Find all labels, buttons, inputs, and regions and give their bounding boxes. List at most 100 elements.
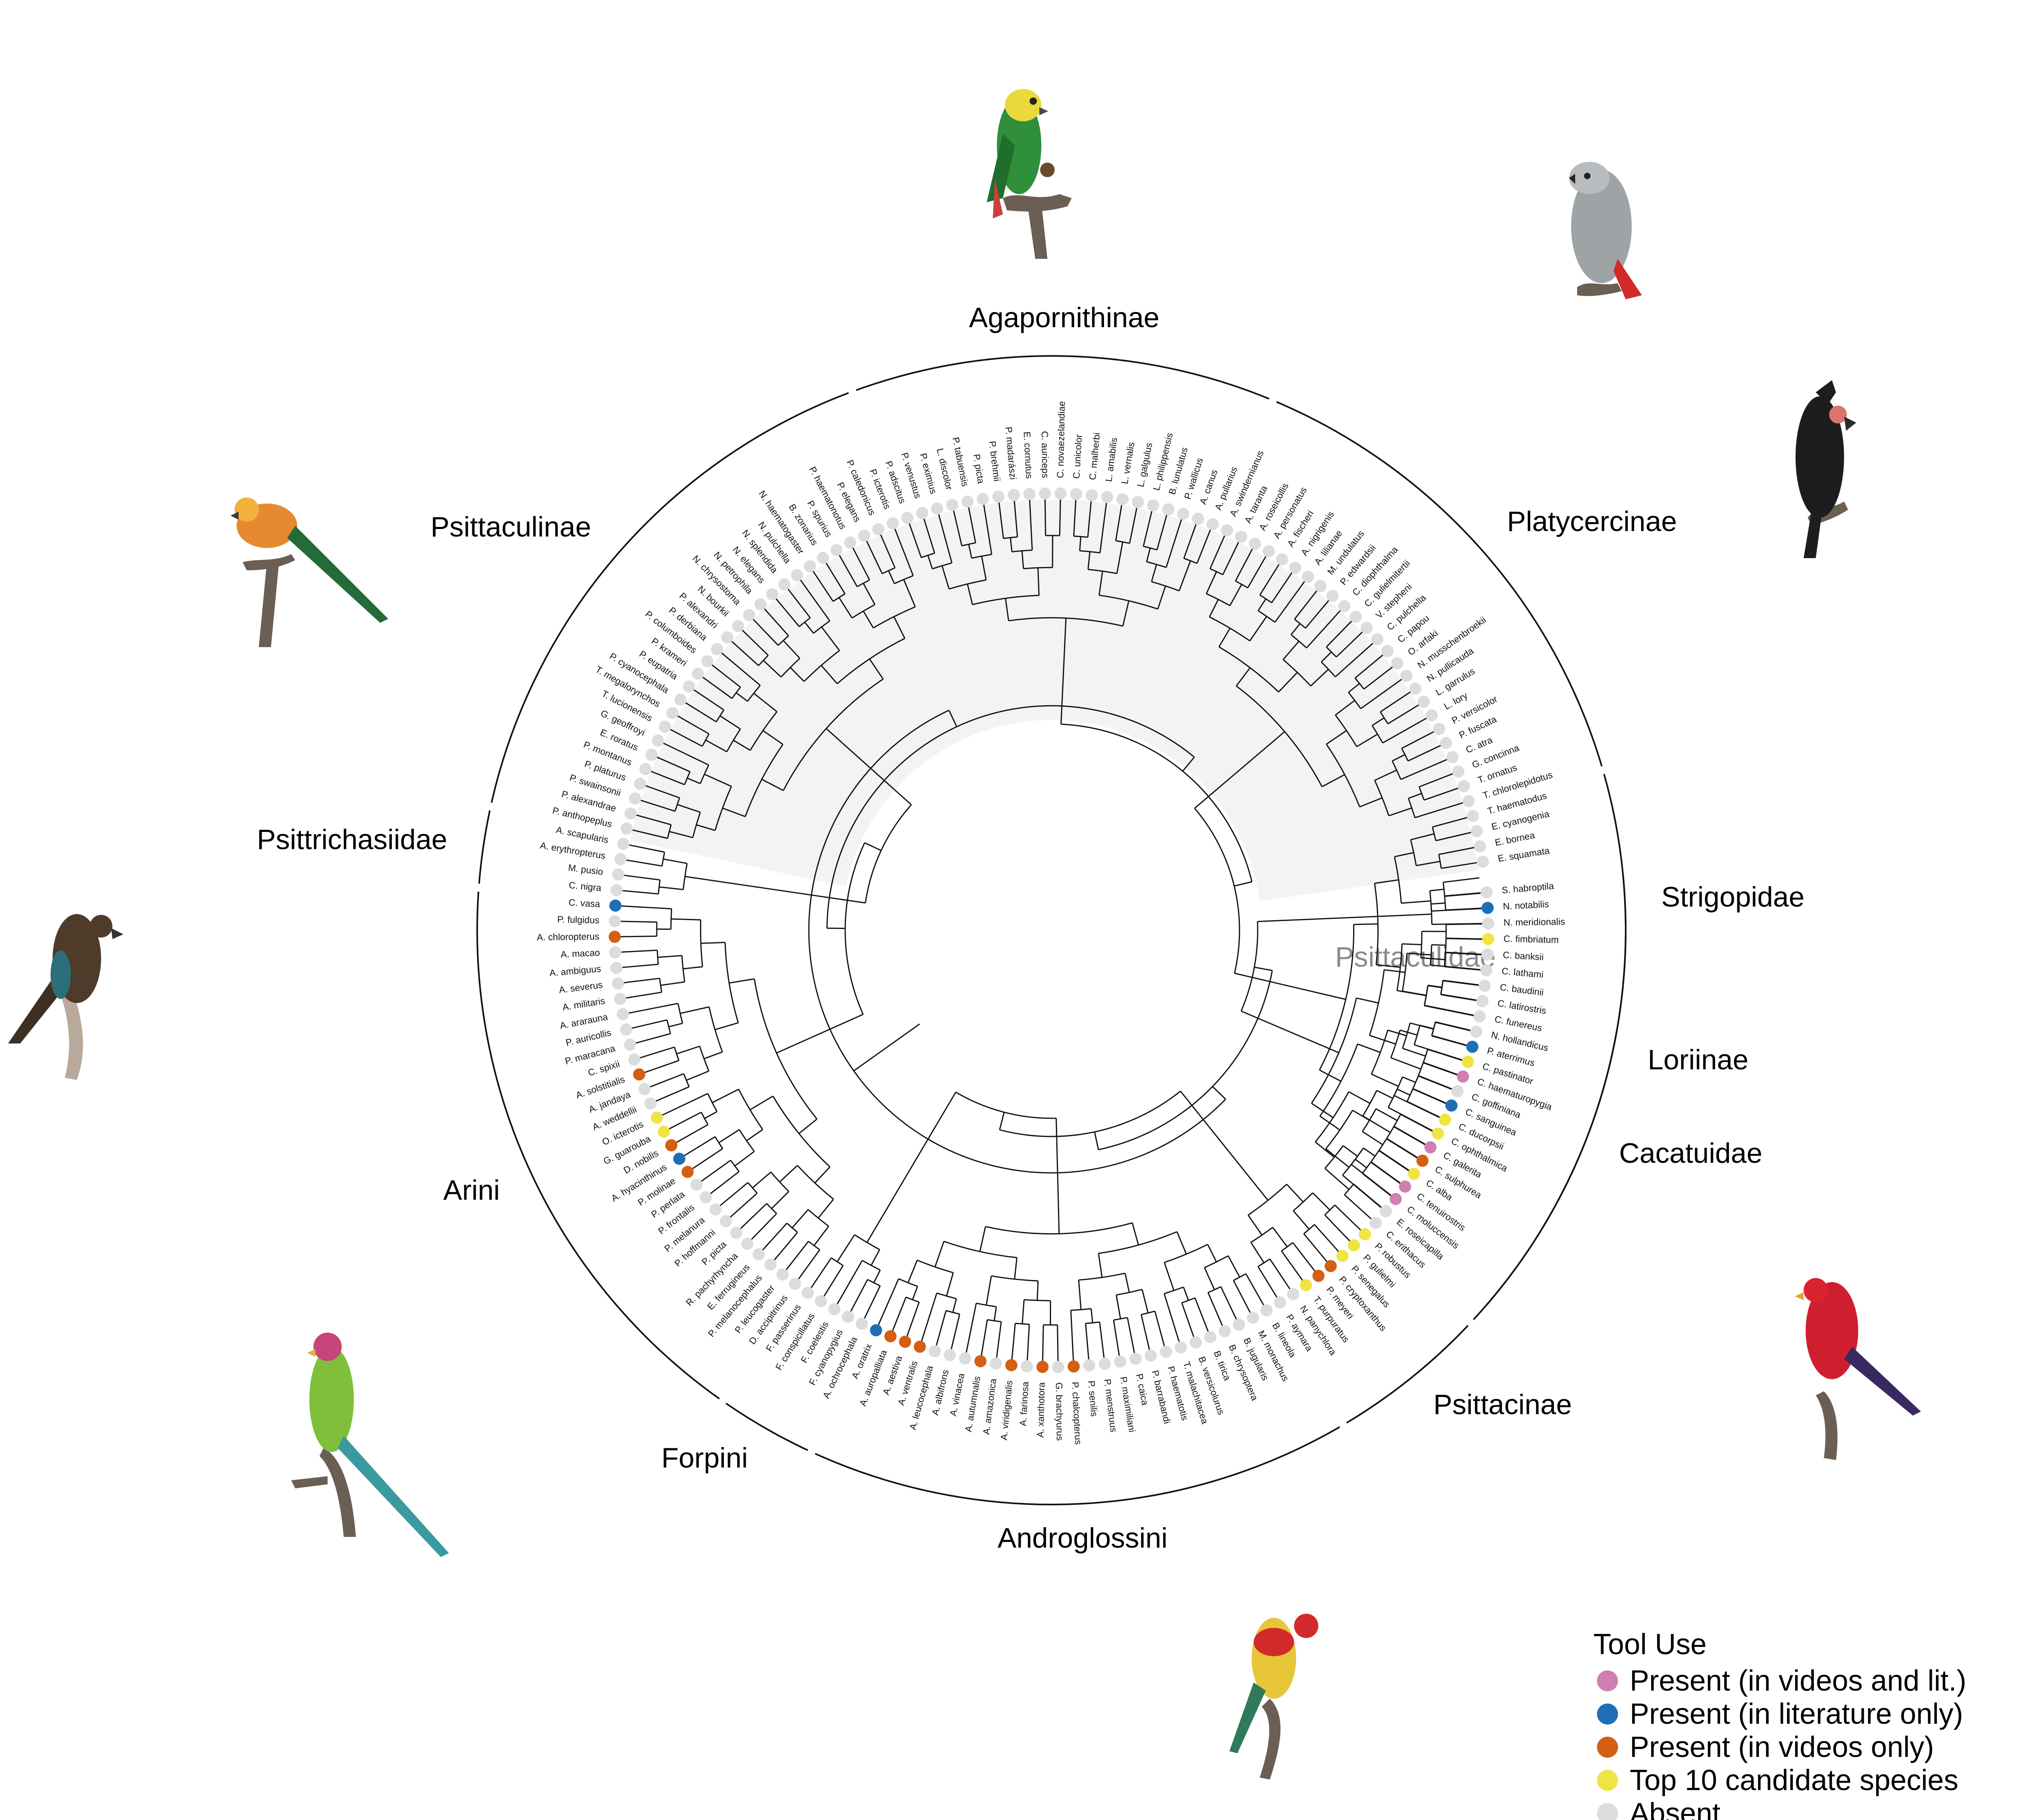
tree-branch <box>1143 546 1157 551</box>
tree-branch <box>1424 1005 1474 1016</box>
tree-branch <box>1348 683 1360 693</box>
tip-marker-absent <box>959 1352 971 1365</box>
species-label: E. squamata <box>1497 845 1550 864</box>
species-label: A. scapularis <box>555 824 609 845</box>
tree-branch <box>687 777 701 784</box>
tree-branch <box>628 844 665 853</box>
species-label: P. senilis <box>1086 1380 1100 1417</box>
tree-branch <box>751 1213 777 1240</box>
tree-branch <box>1021 550 1024 569</box>
tip-marker-absent <box>652 734 664 747</box>
tree-branch <box>1310 669 1329 687</box>
tree-branch <box>1274 581 1305 623</box>
tree-branch <box>636 814 671 825</box>
tree-branch <box>686 1070 709 1081</box>
tree-branch <box>752 618 779 646</box>
clade-label: Cacatuidae <box>1619 1137 1762 1169</box>
tip-marker-absent <box>719 1215 732 1227</box>
species-label: P. picta <box>971 453 986 485</box>
tree-branch <box>656 950 659 965</box>
tree-branch <box>1078 1280 1082 1310</box>
tip-marker-absent <box>1379 1205 1392 1217</box>
tree-branch <box>1435 1022 1471 1031</box>
tree-branch <box>1326 620 1352 648</box>
tree-branch <box>852 547 870 580</box>
tree-branch <box>791 1209 809 1228</box>
tree-branch <box>753 692 778 712</box>
tip-marker-absent <box>700 1191 712 1204</box>
tip-marker-absent <box>1054 487 1067 500</box>
tree-branch <box>880 534 896 568</box>
tip-marker-absent <box>1175 1341 1187 1354</box>
tip-marker-top10 <box>1482 933 1494 945</box>
clade-label: Psittrichasiidae <box>257 823 447 855</box>
tree-branch <box>906 1302 920 1337</box>
tree-branch <box>1445 952 1482 955</box>
tree-branch <box>1344 1194 1372 1220</box>
tree-branch <box>981 1319 988 1356</box>
tip-marker-absent <box>1381 645 1394 658</box>
tree-branch <box>1088 569 1117 574</box>
tree-branch <box>1154 1311 1165 1347</box>
tree-branch <box>1129 507 1138 544</box>
tip-marker-absent <box>766 588 778 601</box>
species-label: A. erythropterus <box>539 840 607 861</box>
tree-branch <box>994 1306 997 1321</box>
tree-branch <box>878 1278 899 1325</box>
tip-marker-lit <box>1466 1041 1478 1053</box>
tree-branch <box>1407 952 1432 956</box>
tip-marker-absent <box>645 749 658 761</box>
tip-marker-lit <box>1445 1099 1458 1112</box>
species-label: C. baudinii <box>1500 982 1544 998</box>
tip-marker-video <box>914 1340 926 1353</box>
species-label: A. chloropterus <box>537 931 599 942</box>
species-label: B. tirica <box>1212 1349 1233 1382</box>
tree-branch <box>1431 902 1445 905</box>
tip-marker-absent <box>1391 657 1403 670</box>
tree-branch <box>639 1046 675 1059</box>
tip-marker-absent <box>1302 570 1314 583</box>
tree-branch <box>704 773 732 787</box>
legend-swatch-video <box>1597 1737 1618 1758</box>
tip-marker-absent <box>617 1008 629 1020</box>
tree-branch <box>1420 931 1423 958</box>
tree-branch <box>892 1297 907 1331</box>
tree-branch <box>1014 1257 1017 1279</box>
tip-marker-absent <box>1287 1288 1299 1300</box>
tip-marker-absent <box>1369 1217 1382 1229</box>
tree-branch <box>1254 967 1273 971</box>
tip-marker-absent <box>1417 696 1430 708</box>
tree-branch <box>1248 1215 1263 1236</box>
clade-label: Arini <box>443 1174 500 1206</box>
tip-marker-absent <box>674 693 687 706</box>
tree-branch <box>1442 882 1445 897</box>
tree-branch <box>663 742 709 766</box>
tip-marker-video <box>633 1068 645 1081</box>
tree-branch <box>1194 808 1240 973</box>
tree-branch <box>955 1092 1056 1119</box>
tree-branch <box>741 629 769 656</box>
tip-marker-absent <box>929 1345 941 1357</box>
tree-branch <box>799 579 831 622</box>
amazon-parrot-illustration <box>987 89 1072 259</box>
tree-branch <box>1183 524 1197 559</box>
tip-marker-absent <box>916 507 929 519</box>
tree-branch <box>1257 1266 1278 1298</box>
tree-branch <box>676 1045 700 1055</box>
tree-branch <box>762 1223 787 1251</box>
tree-branch <box>710 1171 740 1194</box>
tip-marker-absent <box>1144 1349 1157 1362</box>
tree-branch <box>1015 1323 1030 1325</box>
tip-marker-absent <box>741 1238 753 1250</box>
tree-branch <box>1146 548 1151 562</box>
tip-marker-absent <box>789 1278 801 1290</box>
tip-marker-absent <box>764 1258 777 1271</box>
tree-branch <box>1324 1204 1335 1216</box>
tree-branch <box>779 1165 798 1183</box>
species-label: P. madarászi <box>1003 426 1018 480</box>
tree-branch <box>1023 567 1053 569</box>
tip-marker-absent <box>1371 633 1383 645</box>
palm-cockatoo-illustration <box>1796 380 1856 558</box>
tree-branch <box>705 739 728 753</box>
tree-branch <box>677 715 710 734</box>
